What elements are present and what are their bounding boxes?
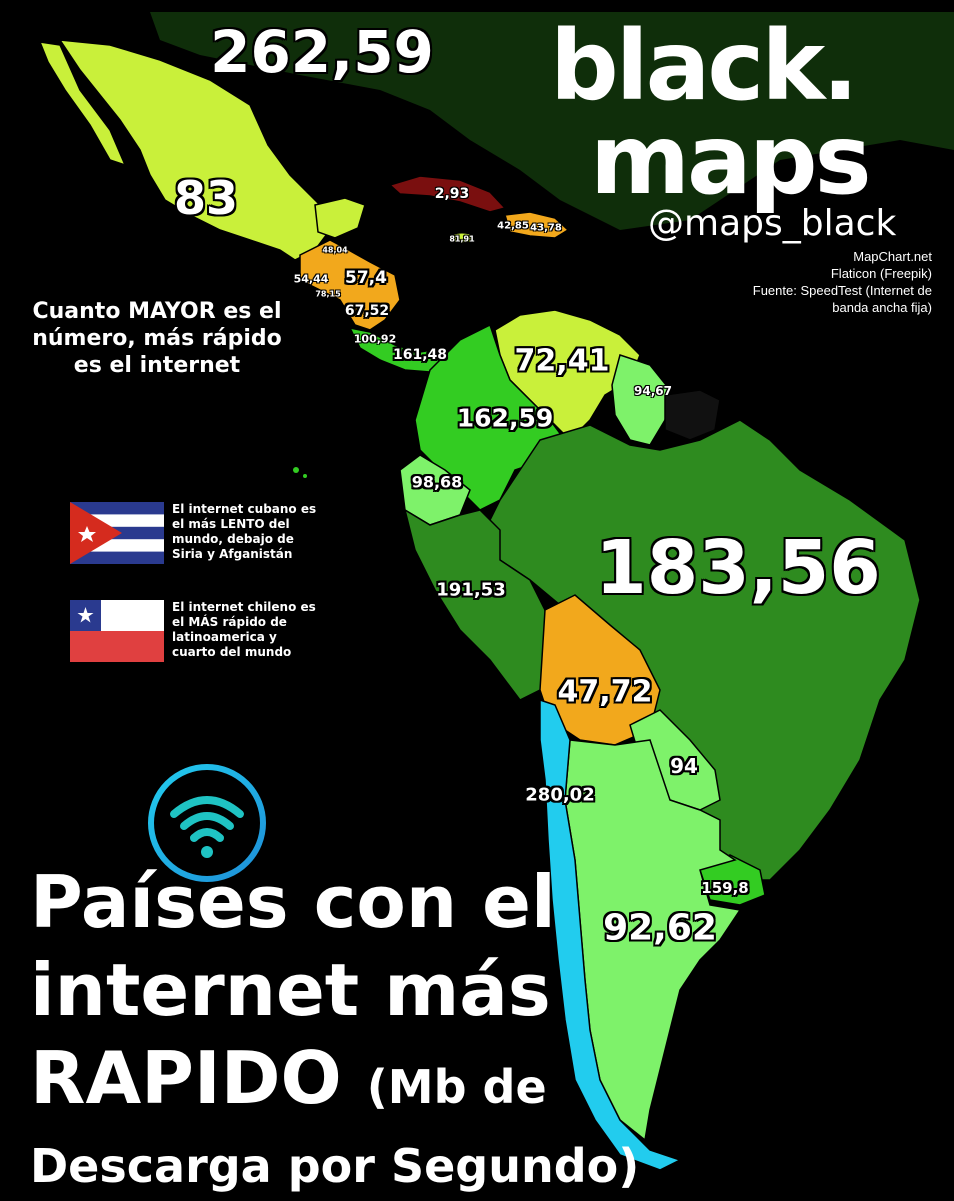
brand-line2: maps xyxy=(590,104,872,216)
brand-line1: black. xyxy=(550,10,859,122)
label-guatemala: 54,44 xyxy=(293,272,329,286)
chile-flag-icon xyxy=(70,600,164,662)
title-line3: RAPIDO (Mb de xyxy=(30,1034,639,1131)
page-title: Países con el internet más RAPIDO (Mb de… xyxy=(30,858,639,1201)
chile-region xyxy=(539,698,682,1171)
title-line4: Descarga por Segundo) xyxy=(30,1139,640,1193)
baja-region xyxy=(38,41,127,167)
guyana-region xyxy=(611,354,671,446)
cuba-note: El internet cubano es el más LENTO del m… xyxy=(172,502,317,561)
label-paraguay: 94 xyxy=(670,754,698,778)
title-rapido: RAPIDO xyxy=(30,1036,342,1120)
label-mexico: 83 xyxy=(173,171,239,225)
suriname-region xyxy=(664,389,721,441)
cuba-region xyxy=(388,175,507,213)
label-costa-rica: 100,92 xyxy=(353,332,397,346)
label-panama: 161,48 xyxy=(392,347,448,363)
speed-note: Cuanto MAYOR es el número, más rápido es… xyxy=(32,299,282,378)
label-uruguay: 159,8 xyxy=(701,879,749,897)
label-jamaica: 81,91 xyxy=(449,234,475,244)
label-honduras: 57,4 xyxy=(345,268,387,288)
mexico-region xyxy=(58,39,331,261)
brazil-region xyxy=(489,419,921,881)
chile-note: El internet chileno es el MÁS rápido de … xyxy=(172,600,316,659)
label-dominican: 43,78 xyxy=(530,222,562,234)
credit-line: MapChart.net xyxy=(853,249,932,264)
label-nicaragua: 67,52 xyxy=(344,303,390,319)
brand-handle: @maps_black xyxy=(648,203,897,244)
hispaniola-region xyxy=(504,211,570,239)
title-unit: (Mb de xyxy=(366,1060,547,1114)
label-el-salvador: 78,15 xyxy=(315,289,341,299)
label-belize: 48,04 xyxy=(322,245,348,255)
credit-line: Flaticon (Freepik) xyxy=(830,266,932,281)
wifi-icon xyxy=(148,764,266,882)
island xyxy=(293,467,299,473)
label-haiti: 42,85 xyxy=(497,220,529,232)
credit-line: Fuente: SpeedTest (Internet de xyxy=(752,283,932,298)
label-bolivia: 47,72 xyxy=(557,674,653,710)
label-usa: 262,59 xyxy=(210,18,434,86)
label-guyana: 94,67 xyxy=(634,384,672,398)
credit-line: banda ancha fija) xyxy=(832,300,932,315)
jamaica-region xyxy=(449,232,475,244)
label-brazil: 183,56 xyxy=(595,525,881,611)
label-argentina: 92,62 xyxy=(603,907,717,949)
yucatan-region xyxy=(314,197,366,239)
label-chile: 280,02 xyxy=(525,784,595,806)
label-cuba: 2,93 xyxy=(434,186,470,202)
cuba-flag-icon xyxy=(70,502,164,564)
title-line2: internet más xyxy=(30,948,551,1032)
label-venezuela: 72,41 xyxy=(514,343,610,379)
central-america-orange xyxy=(299,239,401,331)
island xyxy=(303,474,307,478)
credits: MapChart.net Flaticon (Freepik) Fuente: … xyxy=(753,248,932,316)
label-peru: 191,53 xyxy=(436,579,506,601)
label-colombia: 162,59 xyxy=(456,403,554,433)
uruguay-region xyxy=(699,854,766,906)
usa-region xyxy=(150,12,954,230)
title-line1: Países con el xyxy=(30,860,556,944)
label-ecuador: 98,68 xyxy=(411,472,463,492)
